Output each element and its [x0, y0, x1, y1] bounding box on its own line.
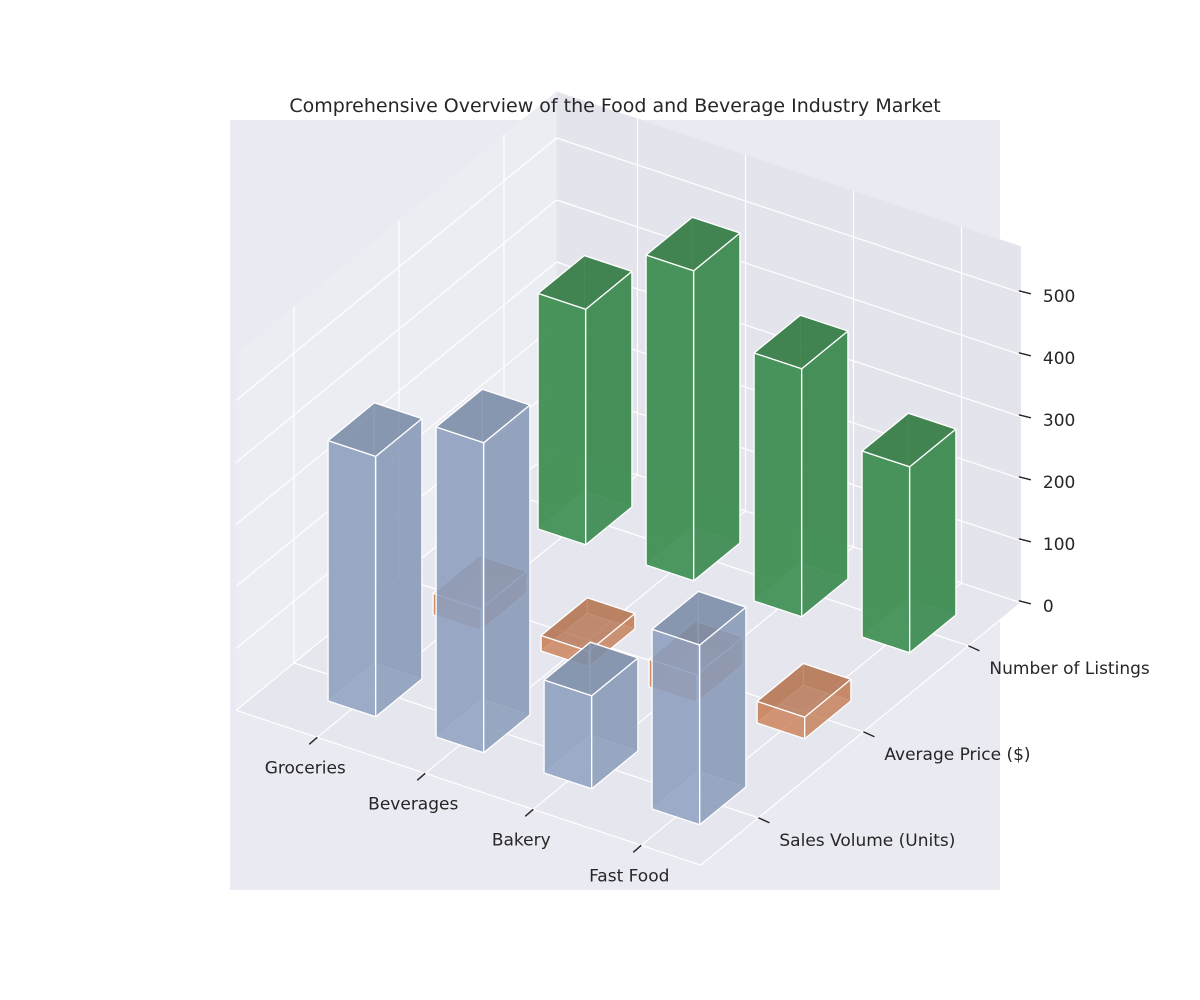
x-tick: [524, 808, 534, 817]
x-tick-label: Beverages: [368, 794, 458, 814]
bar-front-face: [327, 439, 377, 718]
tick-marks: [308, 290, 1032, 853]
z-tick: [1018, 538, 1032, 543]
axis-edge: [700, 602, 1022, 866]
bar-top-face: [753, 314, 849, 370]
y-tick-label: Sales Volume (Units): [779, 831, 955, 851]
z-tick-label: 100: [1043, 535, 1075, 555]
bar: [861, 412, 957, 654]
left-wall-pane: [236, 91, 557, 711]
bar-top-face: [645, 216, 741, 272]
x-tick-label: Fast Food: [589, 866, 669, 886]
x-tick-label: Groceries: [265, 758, 346, 778]
bar-side-face: [585, 270, 633, 546]
z-tick: [1018, 414, 1032, 419]
bar-front-face: [543, 679, 593, 790]
z-tick-label: 0: [1043, 597, 1054, 617]
bar-side-face: [801, 330, 849, 618]
chart-title: Comprehensive Overview of the Food and B…: [289, 95, 940, 117]
y-tick: [863, 731, 875, 738]
x-tick: [632, 844, 642, 853]
bar: [645, 216, 741, 582]
bar: [537, 254, 633, 546]
bar-top-face: [543, 641, 639, 697]
z-tick-label: 400: [1043, 349, 1075, 369]
bar: [651, 590, 747, 826]
gridline-z: [556, 137, 1022, 294]
axis-edge: [236, 709, 701, 866]
z-tick-label: 300: [1043, 411, 1075, 431]
bar: [435, 388, 531, 754]
gridline-z: [235, 199, 557, 463]
bar-top-face: [651, 590, 747, 646]
gridline-z: [235, 137, 557, 401]
tick-labels: Groceries Beverages Bakery Fast Food Sales V…: [265, 287, 1150, 887]
bar-front-face: [753, 352, 803, 618]
bar-front-face: [435, 426, 485, 754]
bar-side-face: [909, 428, 957, 654]
y-tick: [758, 817, 770, 824]
gridline-z: [235, 261, 557, 525]
x-tick-label: Bakery: [492, 830, 551, 850]
bar-side-face: [693, 232, 741, 582]
bar-front-face: [651, 628, 701, 826]
bar: [756, 662, 852, 740]
bar: [543, 641, 639, 790]
bar-top-face: [861, 412, 957, 468]
z-tick: [1018, 476, 1032, 481]
bar-front-face: [645, 254, 695, 582]
bar-front-face: [537, 292, 587, 546]
bar-side-face: [375, 417, 423, 718]
bar-side-face: [483, 404, 531, 754]
bars: [327, 216, 957, 826]
x-tick: [308, 736, 318, 745]
bar: [753, 314, 849, 618]
bar-top-face: [756, 662, 852, 718]
y-tick-label: Average Price ($): [884, 745, 1030, 765]
bar-top-face: [537, 254, 633, 310]
bar-top-face: [540, 597, 636, 652]
bar: [327, 402, 423, 718]
x-tick: [416, 772, 426, 781]
y-tick-label: Number of Listings: [989, 659, 1149, 679]
z-tick-label: 200: [1043, 473, 1075, 493]
z-tick: [1018, 352, 1032, 357]
bar-front-face: [861, 450, 911, 654]
z-tick: [1018, 600, 1032, 605]
gridline-z: [556, 199, 1022, 356]
bar-top-face: [327, 402, 423, 458]
z-tick: [1018, 290, 1032, 295]
y-tick: [968, 645, 980, 652]
bar-top-face: [435, 388, 531, 444]
z-tick-label: 500: [1043, 287, 1075, 307]
